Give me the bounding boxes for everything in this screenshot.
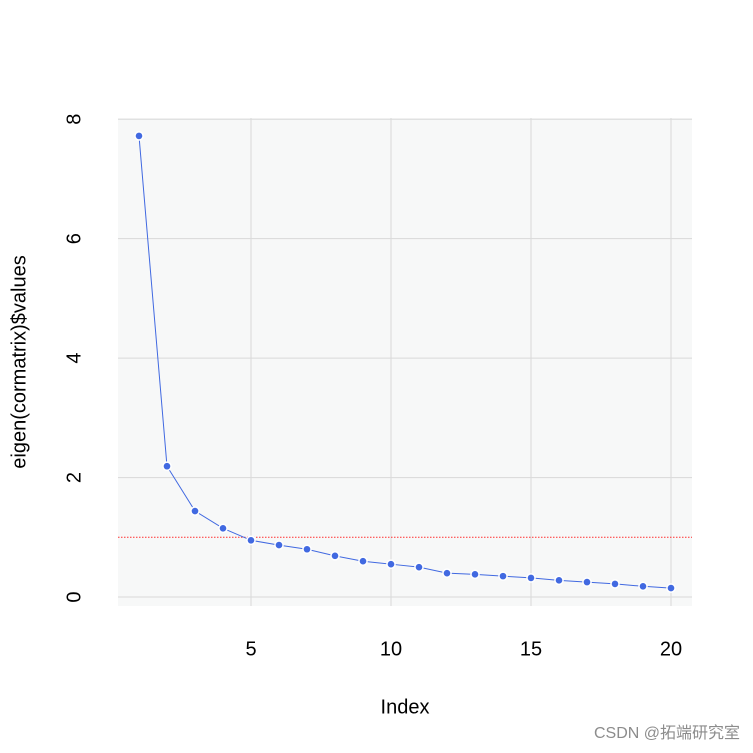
y-tick-label: 4	[63, 353, 85, 364]
series-point-core	[667, 584, 675, 592]
y-tick-label: 8	[63, 114, 85, 125]
series-point-core	[527, 574, 535, 582]
x-tick-label: 20	[660, 638, 682, 660]
series-point-core	[415, 563, 423, 571]
series-point-core	[275, 541, 283, 549]
series-point-core	[471, 571, 479, 578]
series-point-core	[555, 577, 563, 584]
series-point-core	[331, 552, 339, 560]
y-tick-label: 6	[63, 233, 85, 244]
series-point-core	[387, 560, 395, 568]
x-tick-label: 10	[380, 638, 402, 660]
x-tick-label: 15	[520, 638, 542, 660]
series-point-core	[499, 572, 507, 580]
series-point-core	[219, 525, 227, 532]
series-point-core	[247, 536, 255, 544]
y-axis-label: eigen(cormatrix)$values	[8, 255, 30, 468]
plot-background	[118, 118, 692, 606]
series-point-core	[303, 545, 311, 553]
series-point-core	[639, 582, 647, 590]
series-point-core	[163, 462, 171, 470]
x-tick-label: 5	[245, 638, 256, 660]
series-point-core	[135, 132, 143, 140]
x-axis-label: Index	[381, 696, 430, 718]
series-point-core	[359, 557, 367, 565]
series-point-core	[191, 507, 199, 515]
series-point-core	[611, 580, 619, 588]
watermark: CSDN @拓端研究室	[594, 724, 740, 742]
series-point-core	[583, 578, 591, 586]
y-tick-label: 2	[63, 472, 85, 483]
y-tick-label: 0	[63, 591, 85, 602]
series-point-core	[443, 569, 451, 577]
